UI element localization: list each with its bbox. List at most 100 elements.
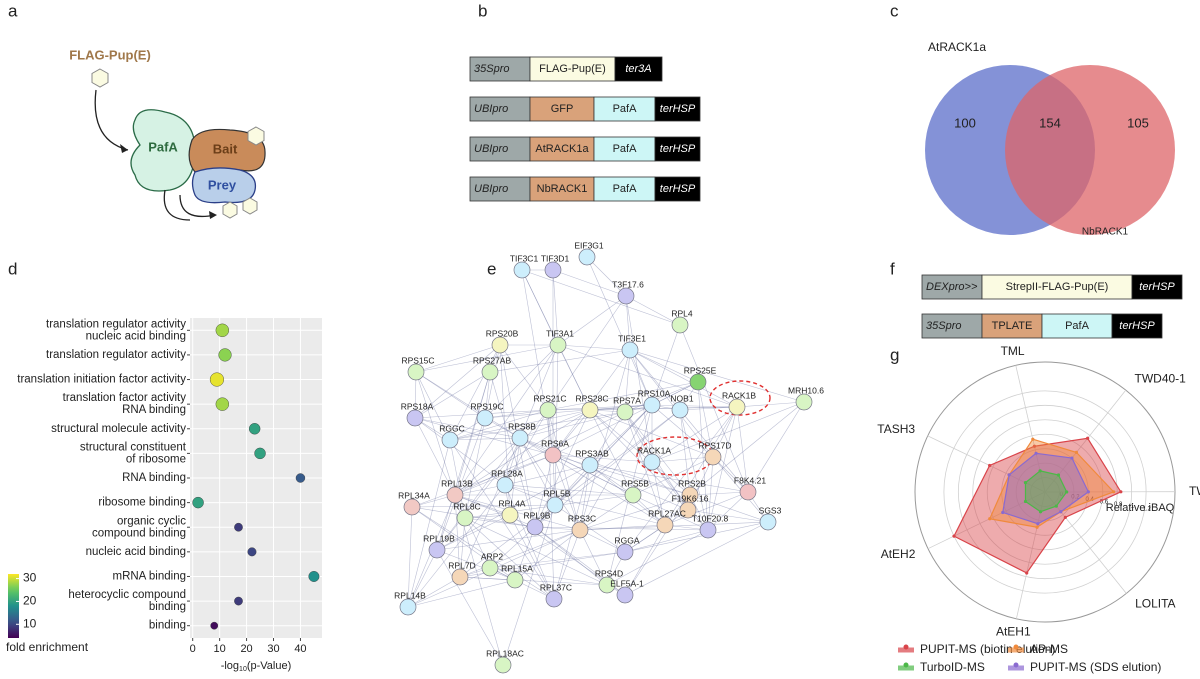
- network-edge: [436, 409, 549, 551]
- network-edge: [624, 381, 699, 413]
- network-edge: [712, 406, 738, 458]
- network-edge: [411, 506, 555, 600]
- network-node: [539, 401, 557, 419]
- segment-label: terHSP: [1119, 320, 1155, 332]
- network-edge: [579, 529, 608, 586]
- network-edge: [689, 494, 769, 523]
- network-edge: [415, 371, 456, 496]
- network-edge: [449, 439, 555, 600]
- network-node: [446, 486, 464, 504]
- network-node: [428, 541, 446, 559]
- panel-letter: f: [890, 259, 895, 278]
- network-edge: [697, 381, 714, 458]
- network-edge: [689, 491, 749, 496]
- network-edge: [689, 401, 805, 496]
- network-edge: [624, 509, 689, 553]
- segment-label: PafA: [1065, 320, 1090, 332]
- network-edge: [454, 494, 461, 578]
- network-edge: [697, 381, 709, 531]
- construct-segment: [593, 96, 656, 122]
- colorbar: [8, 574, 19, 638]
- network-edge: [407, 576, 461, 608]
- radial-tick-label: 1.2: [1142, 507, 1151, 513]
- node-label: MRH10.6: [788, 385, 824, 395]
- network-edge: [552, 409, 591, 456]
- network-node: [501, 506, 519, 524]
- network-edge: [651, 404, 714, 458]
- construct-segment: [469, 56, 531, 82]
- network-node: [759, 513, 777, 531]
- network-edge: [504, 484, 634, 496]
- network-edge: [414, 417, 521, 439]
- y-tick-label: structural molecule activity: [51, 423, 186, 435]
- network-edge: [415, 371, 486, 419]
- node-label: RPS17D: [698, 440, 731, 450]
- network-edge: [411, 504, 556, 508]
- network-edge: [579, 524, 666, 531]
- network-node: [494, 656, 512, 674]
- network-edge: [589, 406, 738, 411]
- network-edge: [624, 494, 691, 596]
- network-node: [491, 336, 509, 354]
- node-label: EIF3G1: [574, 240, 604, 250]
- network-node: [728, 398, 746, 416]
- y-tick-label: organic cyclic: [117, 515, 186, 527]
- axis-label: TML: [1001, 344, 1025, 358]
- node-label: RPL37C: [540, 582, 572, 592]
- node-label: NOB1: [670, 393, 693, 403]
- network-node: [399, 598, 417, 616]
- dot: [234, 522, 243, 532]
- pafa-shape: [130, 109, 196, 192]
- network-node: [671, 316, 689, 334]
- dot: [210, 621, 219, 630]
- network-edge: [586, 256, 627, 297]
- radar-point: [1070, 456, 1074, 460]
- panel-letter: c: [890, 1, 899, 20]
- network-edge: [436, 417, 486, 551]
- network-edge: [519, 344, 559, 439]
- x-axis-label-part: (p-Value): [247, 660, 291, 672]
- network-edge: [415, 371, 521, 439]
- network-edge: [629, 349, 699, 383]
- network-edge: [502, 504, 556, 666]
- network-edge: [557, 295, 627, 346]
- panel-letter: g: [890, 345, 899, 364]
- node-label: RPS28C: [575, 393, 608, 403]
- node-label: RPS5B: [621, 478, 649, 488]
- x-tick-label: 10: [214, 643, 226, 655]
- y-tick-label: RNA binding: [122, 472, 186, 484]
- legend-label: AP-MS: [1030, 642, 1068, 656]
- network-node: [616, 543, 634, 561]
- network-node: [795, 393, 813, 411]
- network-node: [481, 363, 499, 381]
- network-edge: [464, 517, 555, 600]
- network-edge: [519, 437, 556, 506]
- node-label: RPS10A: [638, 388, 671, 398]
- y-tick-label: compound binding: [92, 527, 186, 539]
- axis-label: AtEH1: [996, 625, 1031, 639]
- radial-tick-label: 0.6: [1100, 499, 1109, 505]
- radial-tick-label: 0.4: [1086, 497, 1095, 503]
- network-edge: [664, 491, 749, 526]
- network-node: [526, 518, 544, 536]
- radar-point: [1038, 510, 1043, 514]
- construct-segment: [529, 56, 616, 82]
- axis-label: TWD40-2: [1189, 484, 1200, 498]
- node-label: RPL27AC: [648, 508, 686, 518]
- network-node: [549, 336, 567, 354]
- network-node: [511, 429, 529, 447]
- network-edge: [679, 409, 709, 531]
- arrow: [179, 194, 216, 218]
- network-edge: [454, 494, 491, 569]
- network-edge: [589, 409, 714, 458]
- network-node: [671, 401, 689, 419]
- network-edge: [632, 456, 714, 496]
- radar-point: [988, 517, 992, 521]
- network-edge: [449, 411, 626, 441]
- network-edge: [629, 349, 805, 403]
- dot: [209, 372, 225, 387]
- y-tick-label: translation factor activity: [63, 392, 187, 404]
- set-label: AtRACK1a: [928, 40, 986, 54]
- radar-point: [988, 463, 992, 468]
- network-edge: [464, 517, 608, 586]
